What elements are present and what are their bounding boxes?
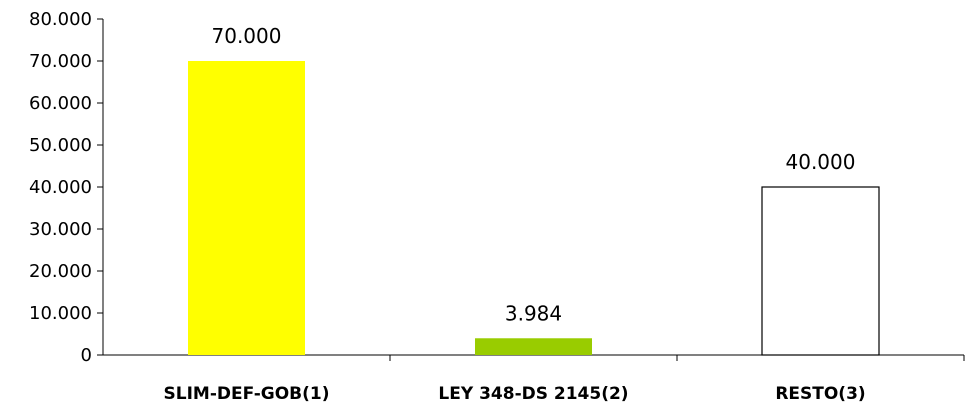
y-tick-label: 80.000 (29, 9, 92, 30)
y-tick-label: 70.000 (29, 51, 92, 72)
category-label: LEY 348-DS 2145(2) (438, 384, 628, 404)
category-label: RESTO(3) (775, 384, 865, 404)
bars (188, 61, 880, 356)
y-tick-label: 30.000 (29, 219, 92, 240)
y-tick-label: 40.000 (29, 177, 92, 198)
bar (188, 61, 305, 355)
category-label: SLIM-DEF-GOB(1) (164, 384, 330, 404)
bar-value-label: 70.000 (212, 24, 282, 48)
x-axis: SLIM-DEF-GOB(1) LEY 348-DS 2145(2) RESTO(3… (103, 354, 965, 404)
y-tick-label: 20.000 (29, 261, 92, 282)
y-tick-label: 0 (81, 345, 92, 366)
data-labels: 70.000 3.984 40.000 (212, 24, 856, 325)
bar-value-label: 3.984 (505, 301, 562, 325)
bar (475, 338, 592, 355)
y-tick-label: 10.000 (29, 303, 92, 324)
y-tick-label: 50.000 (29, 135, 92, 156)
bar-value-label: 40.000 (786, 150, 856, 174)
bar (761, 186, 880, 356)
y-tick-label: 60.000 (29, 93, 92, 114)
y-axis: 0 10.000 20.000 30.000 40.000 50.000 60.000 70.… (29, 9, 104, 366)
